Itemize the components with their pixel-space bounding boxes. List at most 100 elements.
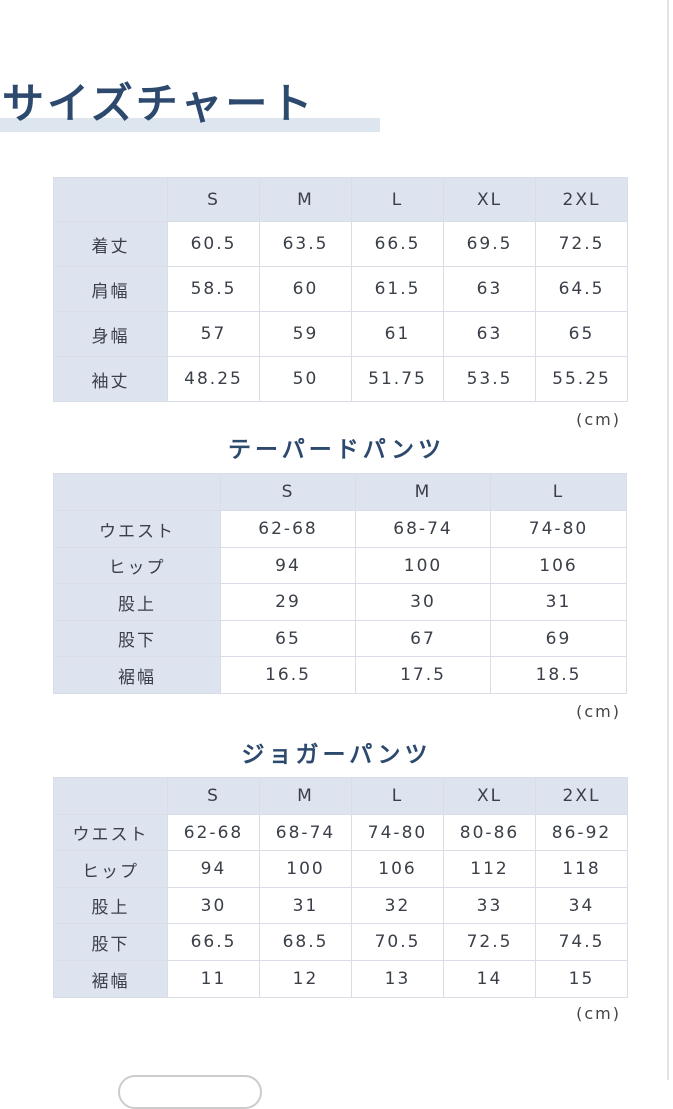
cell: 60 — [259, 266, 352, 312]
column-header: S — [167, 777, 260, 815]
data-row: 股下 66.5 68.5 70.5 72.5 74.5 — [53, 923, 628, 961]
column-header: L — [351, 777, 444, 815]
cell: 69.5 — [443, 221, 536, 267]
section-title: テーパードパンツ — [228, 437, 445, 463]
cell: 17.5 — [355, 656, 491, 694]
corner-cell — [53, 473, 221, 511]
corner-cell — [53, 177, 168, 222]
row-label: 股下 — [53, 923, 168, 961]
column-header: M — [355, 473, 491, 511]
cell: 100 — [355, 547, 491, 584]
row-label: 裾幅 — [53, 656, 221, 694]
cell: 62-68 — [220, 510, 356, 548]
row-label: ヒップ — [53, 850, 168, 888]
cell: 33 — [443, 887, 536, 924]
cell: 94 — [220, 547, 356, 584]
data-row: 袖丈 48.25 50 51.75 53.5 55.25 — [53, 356, 628, 402]
cell: 31 — [259, 887, 352, 924]
cell: 63 — [443, 311, 536, 357]
size-table: S M L ウエスト 62-68 68-74 74-80 ヒップ 94 100 106 股上 29 30 3… — [53, 473, 627, 694]
cell: 106 — [351, 850, 444, 888]
data-row: 裾幅 16.5 17.5 18.5 — [53, 656, 627, 694]
size-table: S M L XL 2XL ウエスト 62-68 68-74 74-80 80-86 86-92 ヒップ… — [53, 777, 628, 998]
cell: 29 — [220, 583, 356, 621]
column-header: M — [259, 177, 352, 222]
cell: 74-80 — [490, 510, 627, 548]
row-label: 股上 — [53, 887, 168, 924]
cell: 14 — [443, 960, 536, 998]
cell: 31 — [490, 583, 627, 621]
cell: 63.5 — [259, 221, 352, 267]
column-header: S — [167, 177, 260, 222]
cell: 106 — [490, 547, 627, 584]
cell: 64.5 — [535, 266, 628, 312]
row-label: ウエスト — [53, 814, 168, 851]
data-row: 股上 30 31 32 33 34 — [53, 887, 628, 924]
cell: 61 — [351, 311, 444, 357]
column-header: M — [259, 777, 352, 815]
unit-note: (cm) — [576, 1004, 621, 1023]
column-header: L — [351, 177, 444, 222]
row-label: 股下 — [53, 620, 221, 657]
cell: 66.5 — [351, 221, 444, 267]
cell: 118 — [535, 850, 628, 888]
cell: 74.5 — [535, 923, 628, 961]
data-row: 裾幅 11 12 13 14 15 — [53, 960, 628, 998]
cell: 68-74 — [355, 510, 491, 548]
header-row: S M L XL 2XL — [53, 177, 628, 222]
cell: 59 — [259, 311, 352, 357]
row-label: 身幅 — [53, 311, 168, 357]
cell: 72.5 — [535, 221, 628, 267]
cell: 72.5 — [443, 923, 536, 961]
cell: 55.25 — [535, 356, 628, 402]
cell: 16.5 — [220, 656, 356, 694]
row-label: 袖丈 — [53, 356, 168, 402]
column-header: XL — [443, 777, 536, 815]
cell: 11 — [167, 960, 260, 998]
cell: 12 — [259, 960, 352, 998]
row-label: 裾幅 — [53, 960, 168, 998]
size-table: S M L XL 2XL 着丈 60.5 63.5 66.5 69.5 72.5 肩幅 58.5 60 61… — [53, 177, 628, 402]
column-header: S — [220, 473, 356, 511]
cell: 58.5 — [167, 266, 260, 312]
column-header: 2XL — [535, 777, 628, 815]
cell: 68-74 — [259, 814, 352, 851]
cell: 18.5 — [490, 656, 627, 694]
data-row: ヒップ 94 100 106 112 118 — [53, 850, 628, 888]
cell: 65 — [220, 620, 356, 657]
button-outline — [118, 1075, 262, 1109]
unit-note: (cm) — [576, 702, 621, 721]
cell: 80-86 — [443, 814, 536, 851]
edge-line — [667, 0, 669, 1080]
column-header: XL — [443, 177, 536, 222]
row-label: 股上 — [53, 583, 221, 621]
data-row: ウエスト 62-68 68-74 74-80 80-86 86-92 — [53, 814, 628, 851]
column-header: L — [490, 473, 627, 511]
section-title: ジョガーパンツ — [241, 742, 432, 768]
data-row: ウエスト 62-68 68-74 74-80 — [53, 510, 627, 548]
cell: 34 — [535, 887, 628, 924]
cell: 32 — [351, 887, 444, 924]
cell: 112 — [443, 850, 536, 888]
cell: 50 — [259, 356, 352, 402]
data-row: 着丈 60.5 63.5 66.5 69.5 72.5 — [53, 221, 628, 267]
cell: 100 — [259, 850, 352, 888]
title-underline — [0, 118, 380, 132]
cell: 86-92 — [535, 814, 628, 851]
data-row: 身幅 57 59 61 63 65 — [53, 311, 628, 357]
cell: 30 — [167, 887, 260, 924]
data-row: 股上 29 30 31 — [53, 583, 627, 621]
cell: 70.5 — [351, 923, 444, 961]
cell: 61.5 — [351, 266, 444, 312]
cell: 62-68 — [167, 814, 260, 851]
row-label: 着丈 — [53, 221, 168, 267]
cell: 67 — [355, 620, 491, 657]
page-title: サイズチャート — [2, 79, 316, 128]
cell: 74-80 — [351, 814, 444, 851]
cell: 57 — [167, 311, 260, 357]
cell: 63 — [443, 266, 536, 312]
column-header: 2XL — [535, 177, 628, 222]
row-label: ウエスト — [53, 510, 221, 548]
